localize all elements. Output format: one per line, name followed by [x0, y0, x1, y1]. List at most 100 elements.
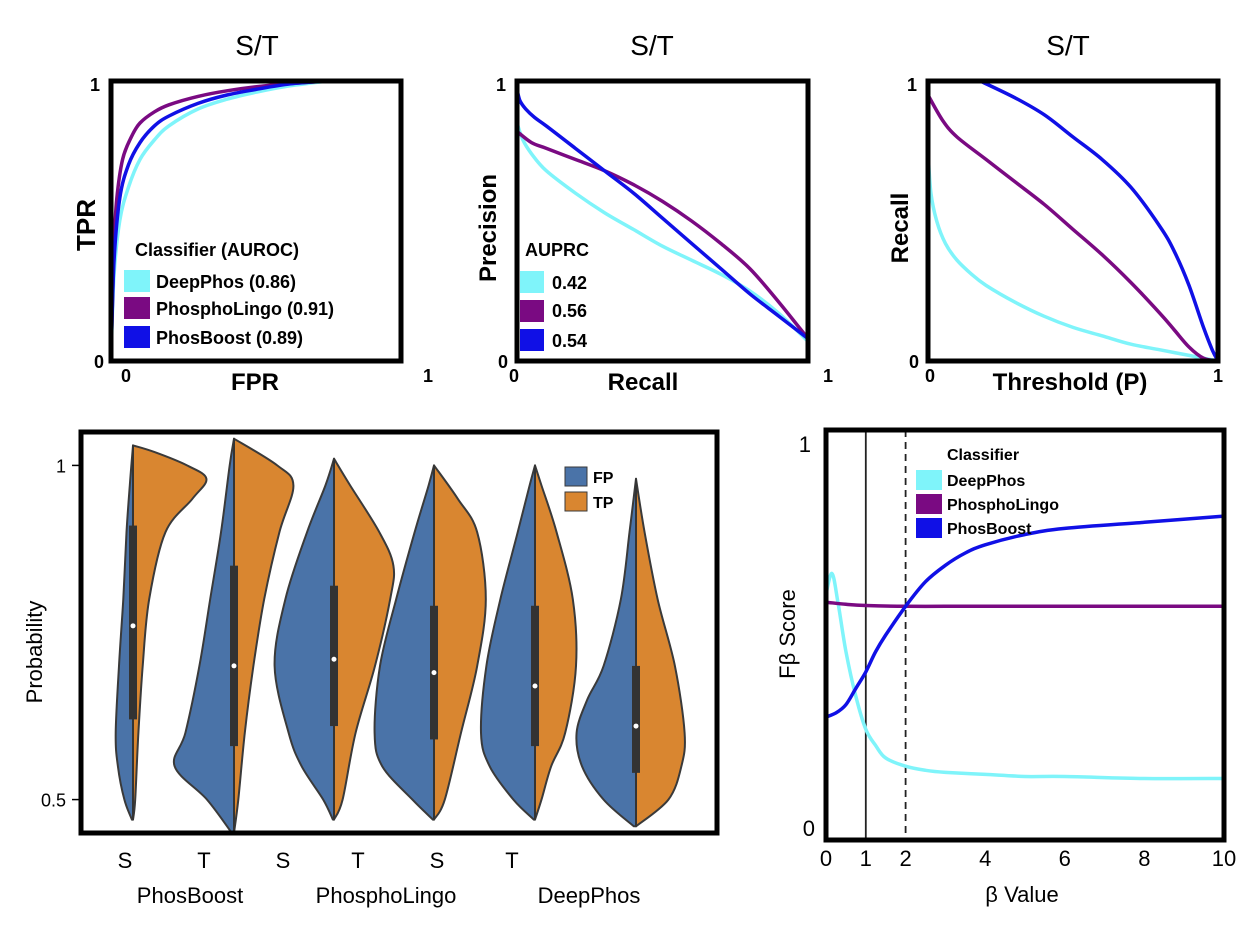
violin-y-tick-label-0.5: 0.5	[41, 791, 66, 811]
threshold-y-label: Recall	[887, 193, 914, 264]
fbeta-legend-swatch-phosboost	[916, 518, 942, 538]
violin-5-tp-half	[534, 464, 578, 821]
fbeta-legend-swatch-deepphos	[916, 470, 942, 490]
fbeta-panel: 1 0 0 1 2 4 6 8 10 β Value Fβ Score Classifier…	[775, 427, 1236, 907]
fbeta-y-label: Fβ Score	[775, 589, 800, 679]
fbeta-line-phospholingo	[824, 600, 1226, 609]
fbeta-line-phosboost	[824, 514, 1226, 719]
threshold-x-label: Threshold (P)	[993, 369, 1148, 396]
violin-x-tick-s1: S	[118, 848, 133, 873]
violin-3-median	[331, 656, 337, 662]
threshold-x-tick-1: 1	[1213, 366, 1223, 386]
threshold-panel: S/T 1 0 0 1 Threshold (P) Recall	[887, 30, 1223, 396]
violin-group-labels: PhosBoost PhosphoLingo DeepPhos	[137, 883, 641, 908]
violin-legend: FP TP	[564, 466, 614, 512]
fbeta-legend-title: Classifier	[947, 447, 1019, 464]
violin-x-tick-s3: S	[430, 848, 445, 873]
fbeta-x-label: β Value	[985, 882, 1058, 907]
violin-5-iqr-box	[531, 605, 539, 747]
violin-4-tp-half	[433, 464, 487, 821]
violin-x-tick-t1: T	[197, 848, 210, 873]
threshold-y-tick-0: 0	[909, 352, 919, 372]
roc-legend-swatch-phosboost	[124, 326, 150, 348]
pr-legend-swatch-deepphos	[520, 271, 544, 293]
roc-frame	[108, 78, 404, 364]
roc-line-phospholingo	[109, 79, 331, 363]
violin-5-fp-half	[479, 464, 536, 821]
roc-y-label: TPR	[71, 199, 101, 251]
threshold-line-deepphos	[926, 149, 1220, 363]
violin-6-tp-half	[635, 477, 686, 828]
pr-legend: AUPRC 0.42 0.56 0.54	[520, 240, 589, 351]
pr-panel: S/T 1 0 0 1 Recall Precision AUPRC 0.42 …	[475, 30, 833, 396]
fbeta-legend: Classifier DeepPhos PhosphoLingo PhosBoo…	[916, 447, 1059, 538]
violin-1-iqr-box	[129, 525, 137, 720]
fbeta-legend-label-phosboost: PhosBoost	[947, 521, 1032, 538]
pr-x-tick-1: 1	[823, 366, 833, 386]
threshold-line-phospholingo	[926, 93, 1220, 363]
pr-legend-label-phosboost: 0.54	[552, 331, 587, 351]
violin-group-deepphos: DeepPhos	[538, 883, 641, 908]
violin-6-median	[633, 723, 639, 729]
threshold-title: S/T	[1046, 30, 1090, 61]
pr-legend-label-deepphos: 0.42	[552, 273, 587, 293]
violin-y-label: Probability	[22, 601, 47, 704]
roc-y-tick-1: 1	[90, 75, 100, 95]
violin-legend-swatch-tp	[564, 491, 588, 512]
pr-title: S/T	[630, 30, 674, 61]
violin-x-tick-s2: S	[276, 848, 291, 873]
fbeta-y-tick-0: 0	[803, 816, 815, 841]
threshold-x-tick-0: 0	[925, 366, 935, 386]
violin-group-phosboost: PhosBoost	[137, 883, 243, 908]
violin-group-phospholingo: PhosphoLingo	[316, 883, 457, 908]
threshold-line-phosboost	[978, 79, 1220, 363]
violin-1-fp-half	[114, 444, 134, 821]
pr-x-tick-0: 0	[509, 366, 519, 386]
fbeta-x-tick-8: 8	[1138, 846, 1150, 871]
roc-legend-label-deepphos: DeepPhos (0.86)	[156, 272, 296, 292]
violin-panel: 0.5 1 Probability S T S T S T PhosBoost P…	[22, 429, 720, 908]
roc-legend-title: Classifier (AUROC)	[135, 240, 299, 260]
roc-line-deepphos	[109, 79, 331, 363]
fbeta-x-tick-1: 1	[860, 846, 872, 871]
fbeta-x-tick-6: 6	[1059, 846, 1071, 871]
violin-5-median	[532, 683, 538, 689]
violin-2-iqr-box	[230, 565, 238, 747]
pr-line-phospholingo	[515, 129, 810, 341]
violin-y-tick-label-1: 1	[56, 456, 66, 476]
roc-line-phosboost	[109, 79, 331, 363]
roc-legend: Classifier (AUROC) DeepPhos (0.86) Phosp…	[124, 240, 334, 348]
fbeta-legend-label-deepphos: DeepPhos	[947, 473, 1025, 490]
violin-4-median	[431, 670, 437, 676]
violin-legend-label-tp: TP	[593, 495, 614, 512]
pr-y-label: Precision	[475, 174, 502, 282]
pr-legend-swatch-phosboost	[520, 329, 544, 351]
violin-6-fp-half	[575, 477, 637, 828]
roc-x-tick-1: 1	[423, 366, 433, 386]
violin-legend-swatch-fp	[564, 466, 588, 487]
fbeta-legend-label-phospholingo: PhosphoLingo	[947, 497, 1059, 514]
violin-2-median	[231, 663, 237, 669]
violin-2-tp-half	[233, 437, 295, 834]
violin-x-tick-t2: T	[351, 848, 364, 873]
violin-6-iqr-box	[632, 665, 640, 773]
fbeta-x-tick-4: 4	[979, 846, 991, 871]
fbeta-series-lines	[824, 430, 1226, 840]
fbeta-x-tick-0: 0	[820, 846, 832, 871]
roc-x-label: FPR	[231, 369, 279, 396]
threshold-series-lines	[926, 79, 1220, 363]
fbeta-y-tick-1: 1	[799, 432, 811, 457]
pr-x-label: Recall	[608, 369, 679, 396]
violin-x-ticks: S T S T S T	[118, 848, 519, 873]
roc-title: S/T	[235, 30, 279, 61]
fbeta-frame	[823, 427, 1227, 843]
roc-legend-swatch-phospholingo	[124, 297, 150, 319]
violin-x-tick-t3: T	[505, 848, 518, 873]
pr-y-tick-0: 0	[498, 352, 508, 372]
violin-4-fp-half	[373, 464, 435, 821]
roc-legend-label-phosboost: PhosBoost (0.89)	[156, 328, 303, 348]
roc-series-lines	[109, 79, 331, 363]
threshold-frame	[925, 78, 1221, 364]
violin-1-tp-half	[132, 444, 208, 821]
